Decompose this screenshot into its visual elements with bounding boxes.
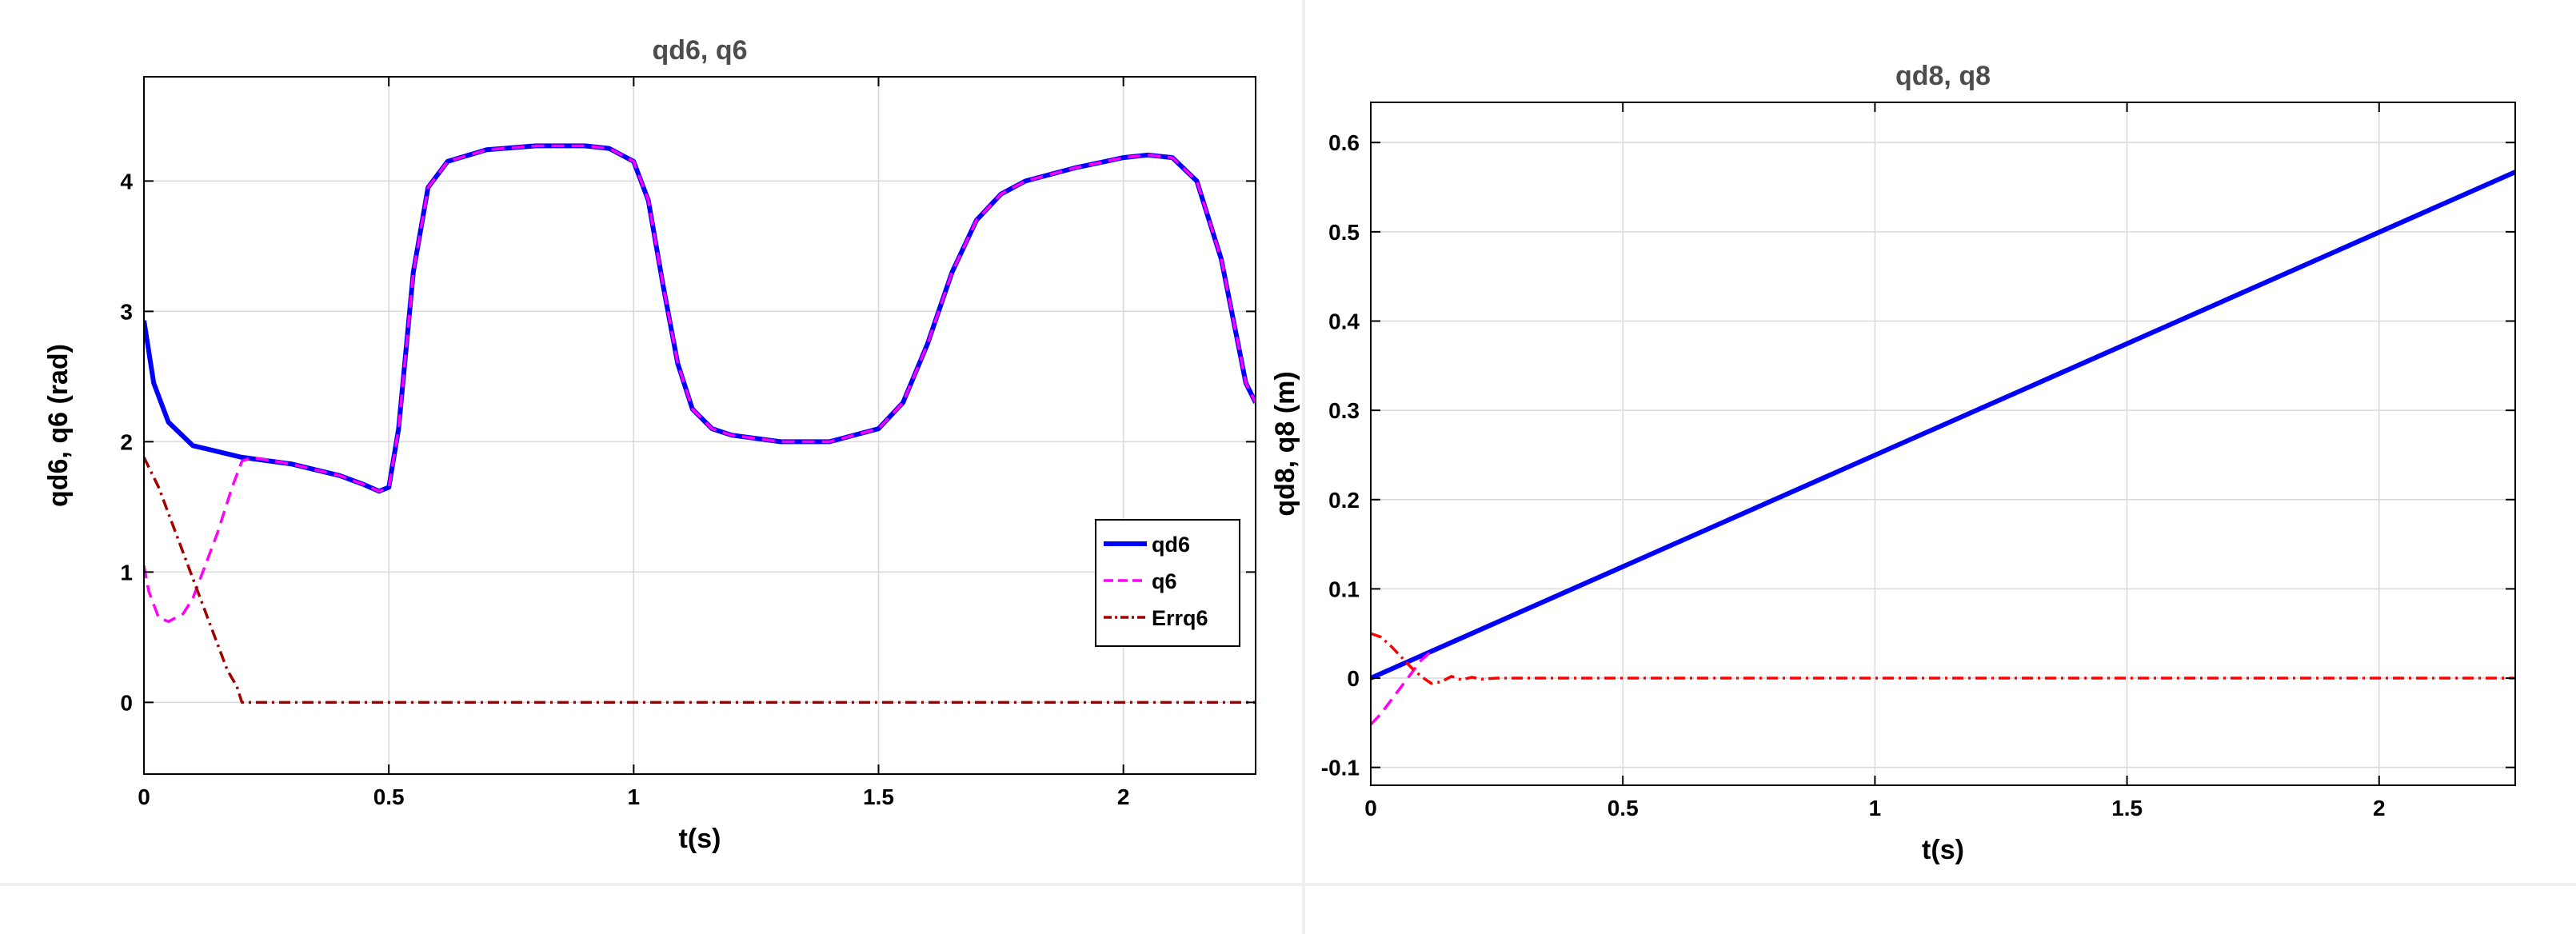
axes-frame — [143, 76, 1256, 775]
bottom-separator — [0, 883, 2576, 886]
series-line-q6 — [144, 144, 1256, 624]
axes-frame — [1370, 102, 2516, 786]
y-tick-label: 1 — [120, 560, 133, 585]
y-axis-label: qd8, q8 (m) — [1270, 371, 1300, 516]
x-tick-label: 2 — [1117, 784, 1130, 809]
y-tick-label: 0.2 — [1328, 488, 1360, 513]
x-tick-label: 2 — [2373, 796, 2386, 820]
legend-label-q6: q6 — [1152, 569, 1177, 593]
x-tick-label: 1.5 — [2111, 796, 2143, 820]
y-tick-label: 2 — [120, 429, 133, 454]
series-line-errq6 — [144, 457, 1256, 704]
y-tick-label: 4 — [120, 169, 133, 194]
y-axis-label: qd6, q6 (rad) — [43, 344, 74, 507]
chart-title: qd8, q8 — [1895, 61, 1991, 91]
y-tick-label: 0.3 — [1328, 398, 1360, 423]
y-tick-label: -0.1 — [1321, 756, 1360, 780]
x-tick-label: 0.5 — [1608, 796, 1639, 820]
y-tick-label: 3 — [120, 299, 133, 324]
series-line-1-2 — [1371, 632, 2515, 685]
y-tick-label: 0.4 — [1328, 309, 1360, 334]
x-tick-label: 0 — [138, 784, 150, 809]
y-tick-label: 0.1 — [1328, 577, 1360, 601]
legend-label-qd6: qd6 — [1152, 533, 1190, 557]
panel-separator — [1302, 0, 1305, 934]
legend-label-errq6: Errq6 — [1152, 606, 1208, 630]
x-tick-label: 0.5 — [373, 784, 405, 809]
x-tick-label: 1 — [1869, 796, 1882, 820]
x-axis-label: t(s) — [679, 824, 721, 854]
y-tick-label: 0 — [1347, 666, 1360, 691]
chart-title: qd6, q6 — [652, 35, 747, 66]
x-tick-label: 1 — [628, 784, 641, 809]
series-line-1-0 — [1371, 170, 2515, 681]
y-tick-label: 0 — [120, 690, 133, 715]
series-line-1-1 — [1371, 650, 1432, 726]
y-tick-label: 0.6 — [1328, 130, 1360, 155]
y-tick-label: 0.5 — [1328, 220, 1360, 245]
legend-box — [1095, 519, 1240, 647]
x-tick-label: 1.5 — [863, 784, 894, 809]
plot-area — [1371, 102, 2515, 785]
x-tick-label: 0 — [1364, 796, 1377, 820]
x-axis-label: t(s) — [1922, 835, 1964, 865]
plot-area — [144, 77, 1256, 774]
